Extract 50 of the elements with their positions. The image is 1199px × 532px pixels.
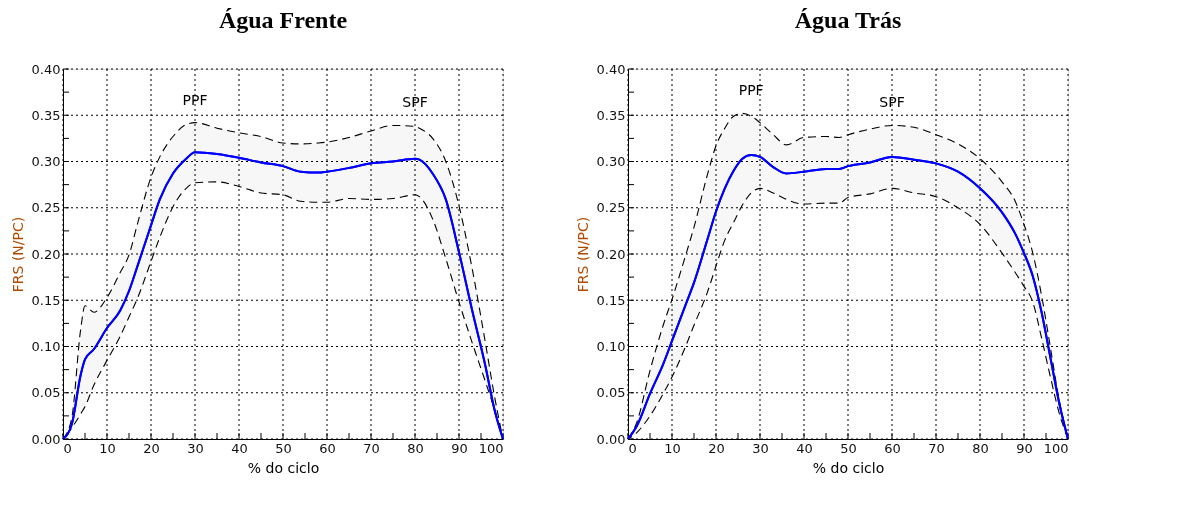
y-tick-label: 0.00 [31,431,61,447]
y-tick-label: 0.40 [31,61,61,77]
x-tick-label: 90 [1016,440,1033,456]
y-axis-title: FRS (N/PC) [9,216,26,293]
x-tick-label: 90 [451,440,468,456]
y-tick-label: 0.20 [31,246,61,262]
x-tick-label: 50 [275,440,292,456]
y-tick-label: 0.10 [596,339,626,354]
x-tick-label: 100 [1043,440,1069,456]
y-tick-label: 0.30 [596,154,626,169]
x-tick-label: 70 [363,440,380,456]
x-tick-label: 60 [884,440,901,456]
annotation: PPF [182,91,208,108]
x-tick-label: 40 [231,440,248,456]
y-axis-title: FRS (N/PC) [574,216,591,293]
y-tick-label: 0.05 [596,385,626,401]
x-axis-title: % do ciclo [812,459,885,476]
x-axis-title: % do ciclo [247,459,320,476]
x-tick-label: 0 [63,440,72,456]
x-tick-label: 70 [928,440,945,456]
chart-title: Água Trás [794,7,902,33]
x-tick-label: 0 [628,440,637,456]
x-tick-label: 10 [99,440,116,456]
y-tick-label: 0.20 [596,246,626,262]
annotation: SPF [879,94,905,111]
y-tick-label: 0.10 [31,339,61,354]
y-tick-label: 0.35 [31,107,61,123]
y-tick-label: 0.00 [596,431,626,447]
x-tick-label: 40 [796,440,813,456]
y-tick-label: 0.35 [596,107,626,123]
x-tick-label: 10 [664,440,681,456]
x-tick-label: 30 [752,440,769,456]
y-tick-label: 0.25 [596,200,626,216]
y-tick-label: 0.25 [31,200,61,216]
x-tick-label: 20 [143,440,160,456]
x-tick-label: 50 [840,440,857,456]
x-tick-label: 20 [708,440,725,456]
x-tick-label: 80 [407,440,424,456]
y-tick-label: 0.15 [596,292,626,308]
y-tick-label: 0.15 [31,292,61,308]
x-tick-label: 30 [187,440,204,456]
annotation: SPF [402,94,428,111]
y-tick-label: 0.40 [596,61,626,77]
annotation: PPF [738,82,764,99]
chart-title: Água Frente [218,7,348,33]
y-tick-label: 0.30 [31,154,61,169]
x-tick-label: 80 [972,440,989,456]
y-tick-label: 0.05 [31,385,61,401]
x-tick-label: 60 [319,440,336,456]
x-tick-label: 100 [478,440,504,456]
